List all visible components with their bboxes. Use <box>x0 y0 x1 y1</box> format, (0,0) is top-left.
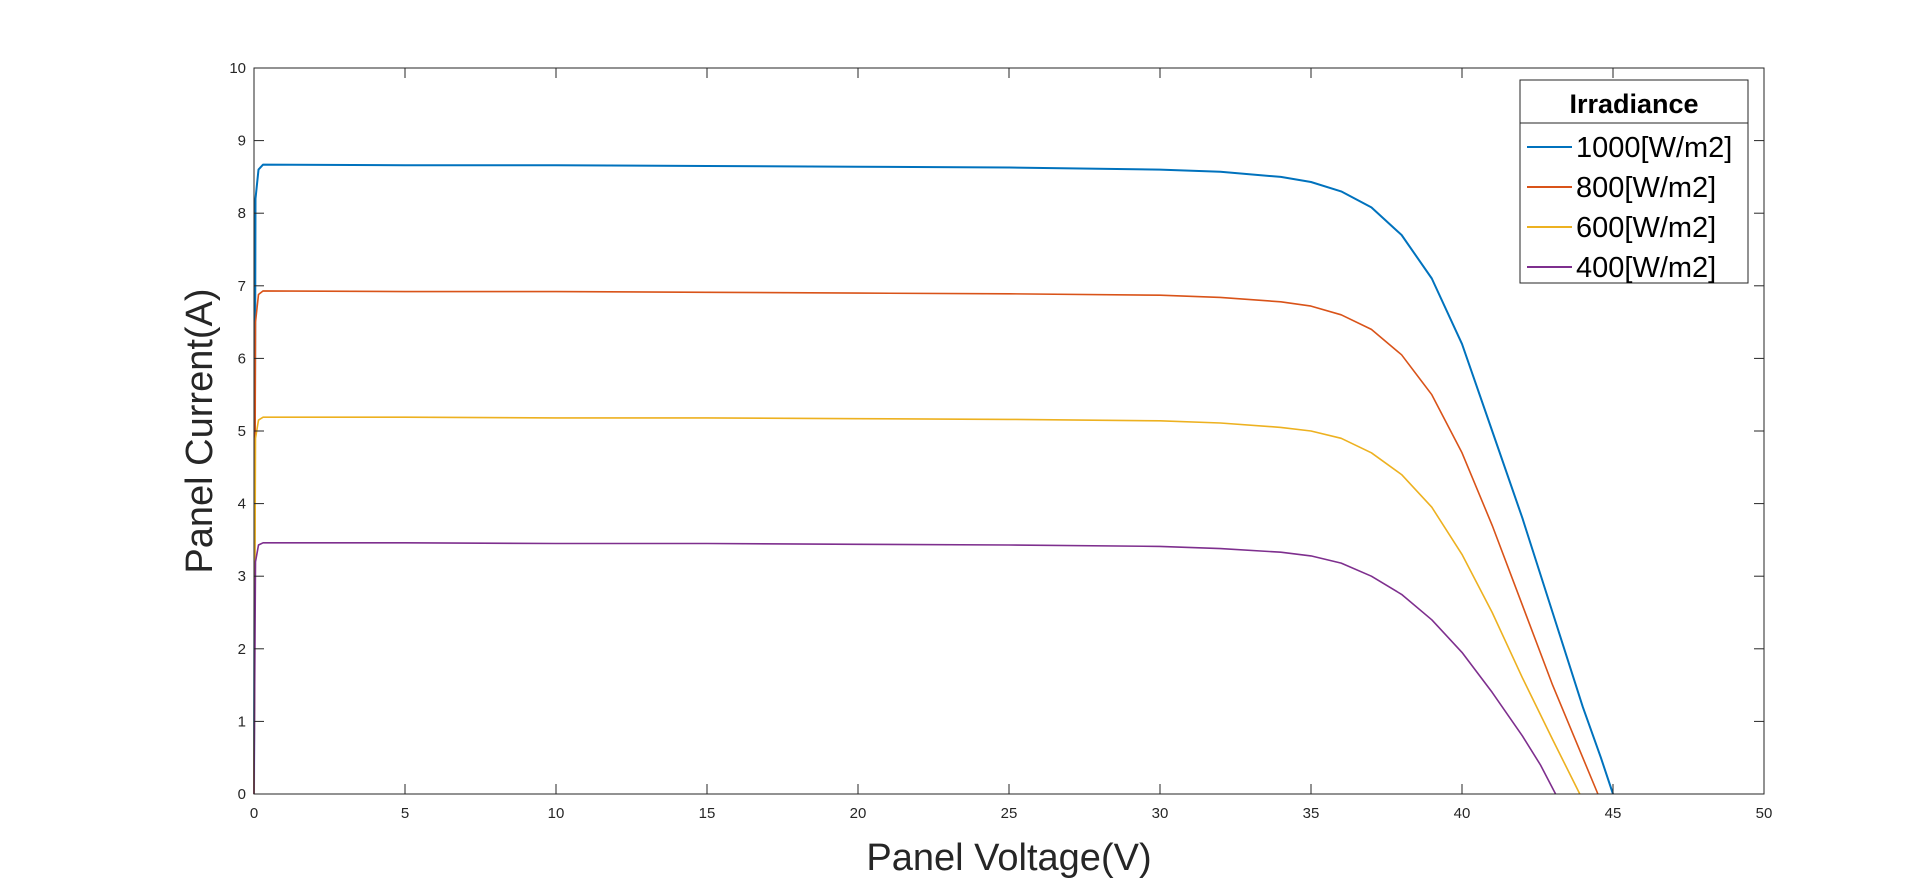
x-tick-label: 50 <box>1756 805 1773 822</box>
plot-area <box>254 68 1764 794</box>
y-tick-label: 0 <box>238 786 246 803</box>
legend-entry-label: 800[W/m2] <box>1576 172 1716 204</box>
legend[interactable]: Irradiance 1000[W/m2] 800[W/m2] 600[W/m2] 4… <box>1519 79 1749 284</box>
legend-entry-label: 400[W/m2] <box>1576 252 1716 284</box>
legend-title: Irradiance <box>1569 89 1698 119</box>
x-tick-label: 25 <box>1001 805 1018 822</box>
y-tick-label: 4 <box>238 496 246 513</box>
y-tick-label: 1 <box>238 713 246 730</box>
x-tick-label: 30 <box>1152 805 1169 822</box>
series-line-1000-w-m2 <box>253 163 1614 795</box>
x-tick-label: 0 <box>250 805 258 822</box>
y-tick-label: 5 <box>238 423 246 440</box>
y-axis-label: Panel Current(A) <box>179 288 221 573</box>
x-tick-label: 45 <box>1605 805 1622 822</box>
legend-entry-label: 1000[W/m2] <box>1576 132 1732 164</box>
x-tick-label: 15 <box>699 805 716 822</box>
y-tick-label: 9 <box>238 133 246 150</box>
x-tick-label: 20 <box>850 805 867 822</box>
y-tick-label: 7 <box>238 278 246 295</box>
series-line-600-w-m2 <box>253 416 1581 795</box>
series-line-400-w-m2 <box>253 542 1557 795</box>
x-tick-label: 40 <box>1454 805 1471 822</box>
x-axis-label: Panel Voltage(V) <box>866 837 1151 879</box>
y-tick-label: 8 <box>238 205 246 222</box>
series-layer <box>253 163 1614 795</box>
y-tick-label: 10 <box>229 60 246 77</box>
legend-entries: 1000[W/m2] 800[W/m2] 600[W/m2] 400[W/m2] <box>1527 132 1732 284</box>
y-ticks: 0 1 2 3 4 5 6 7 8 9 10 <box>229 60 1764 803</box>
legend-entry-label: 600[W/m2] <box>1576 212 1716 244</box>
x-tick-label: 5 <box>401 805 409 822</box>
x-tick-label: 35 <box>1303 805 1320 822</box>
series-line-800-w-m2 <box>253 290 1599 795</box>
y-tick-label: 3 <box>238 568 246 585</box>
legend-box <box>1519 79 1749 284</box>
y-tick-label: 2 <box>238 641 246 658</box>
x-tick-label: 10 <box>548 805 565 822</box>
y-tick-label: 6 <box>238 350 246 367</box>
x-ticks: 0 5 10 15 20 25 30 35 40 45 50 <box>250 68 1773 822</box>
